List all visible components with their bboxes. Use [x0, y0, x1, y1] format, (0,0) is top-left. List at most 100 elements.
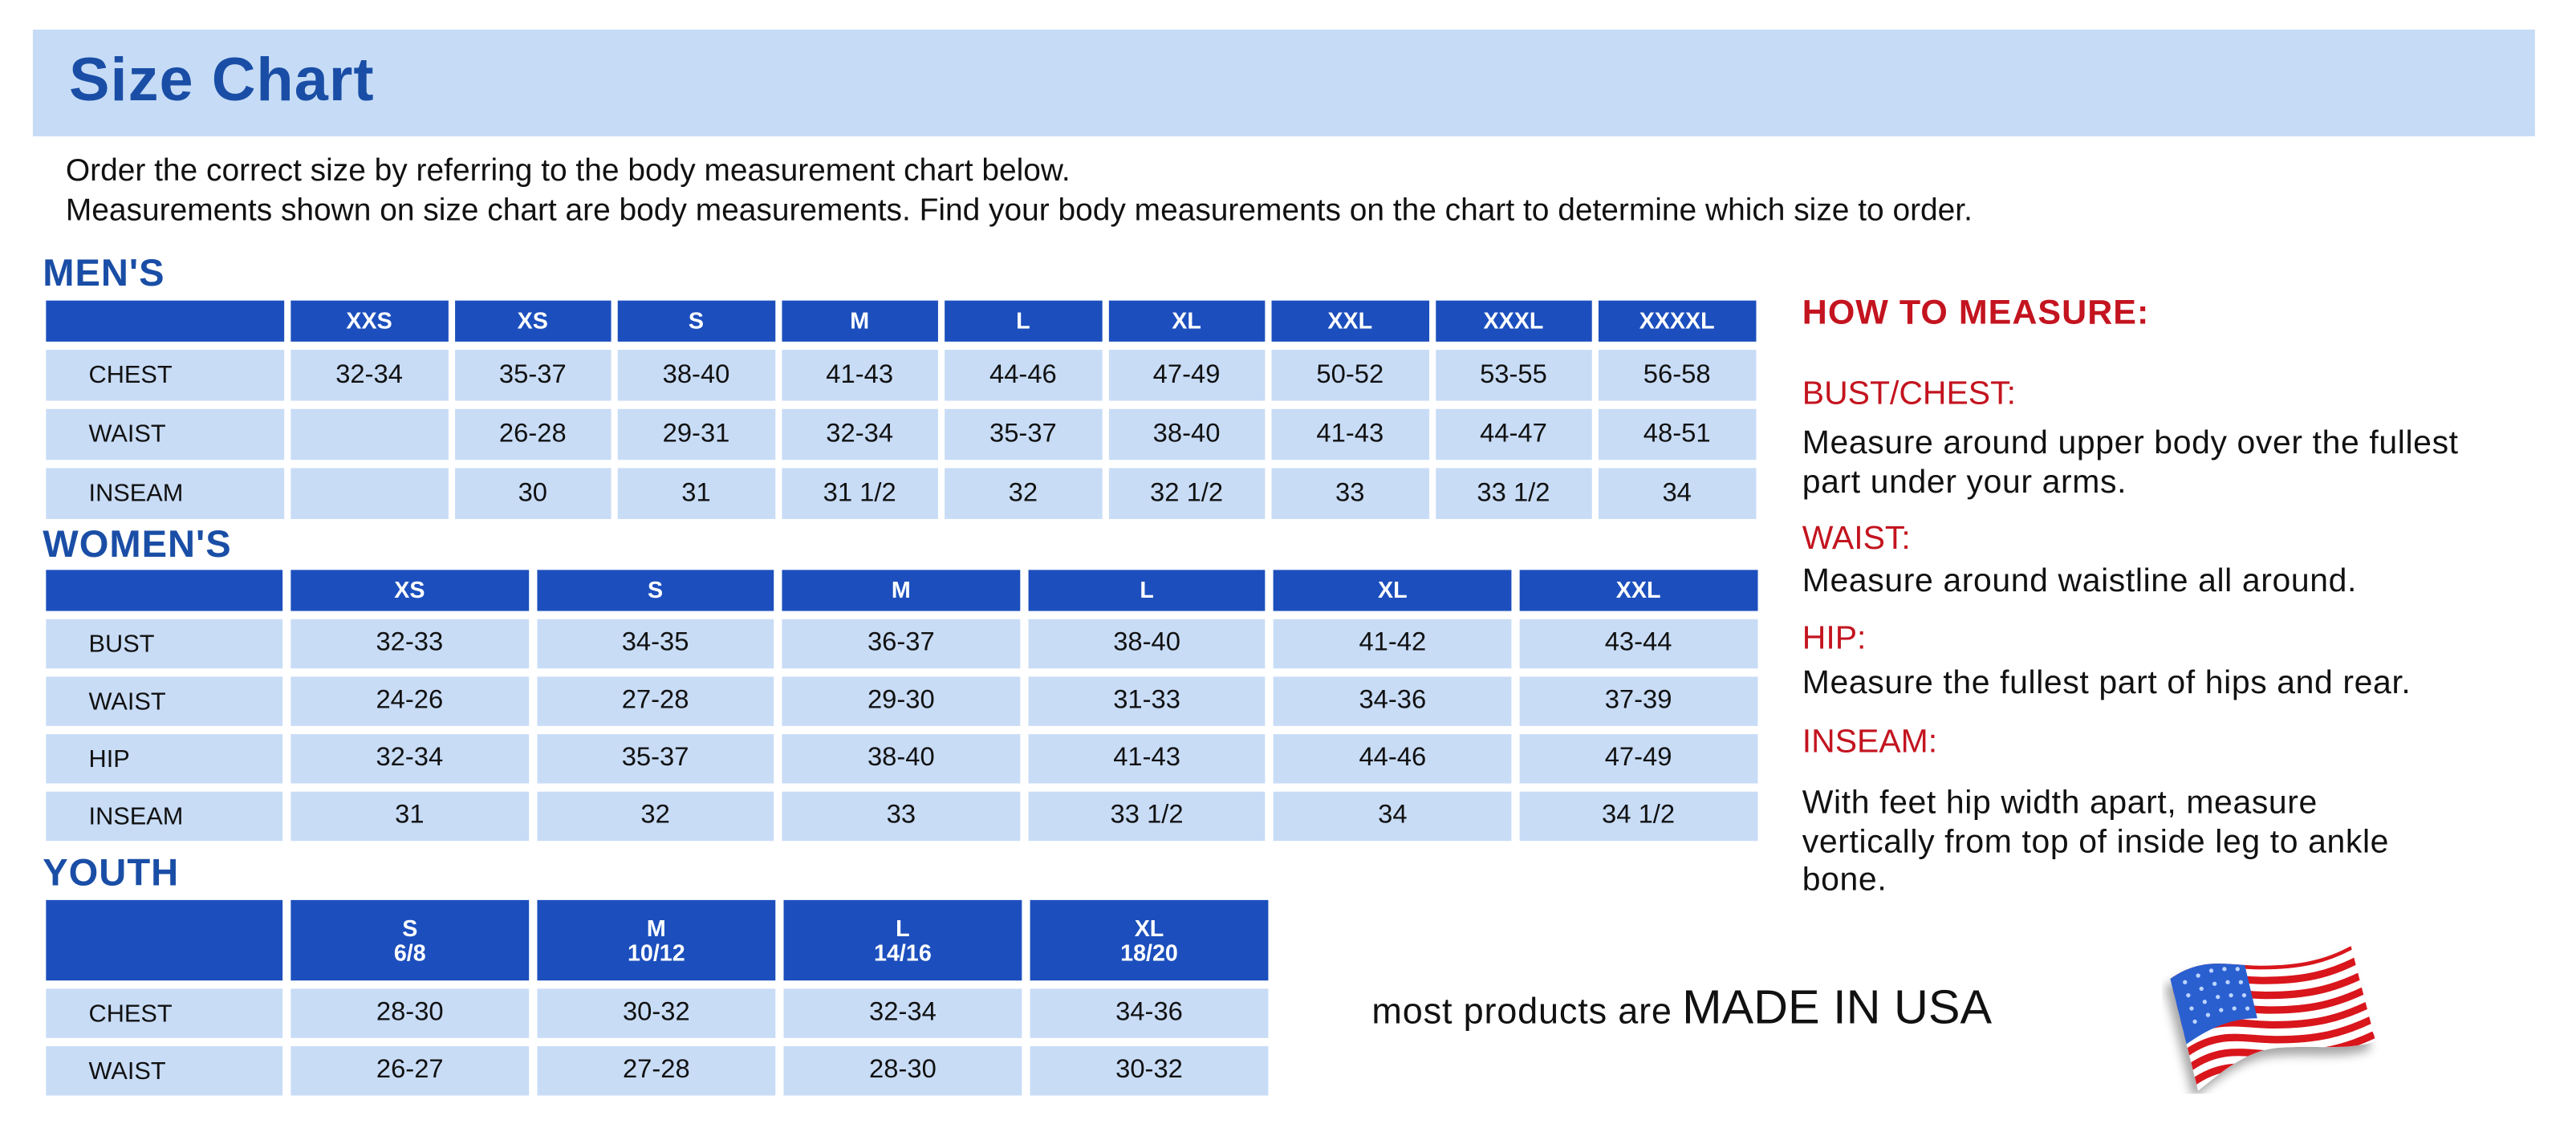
measurement-cell: 32-34: [781, 408, 938, 461]
row-label-hip: HIP: [46, 734, 283, 784]
measurement-cell: 30: [454, 468, 611, 519]
measurement-cell: 38-40: [1107, 408, 1266, 461]
size-header-xs: XS: [454, 300, 611, 342]
measurement-cell: 32-34: [291, 350, 448, 401]
measurement-cell: 26-28: [454, 408, 611, 461]
measurement-cell: 38-40: [617, 350, 775, 401]
how-to-measure-heading: HOW TO MEASURE:: [1802, 294, 2150, 332]
measurement-cell: [291, 408, 448, 461]
measurement-cell: 41-43: [781, 350, 938, 401]
size-header-m: M 10/12: [537, 899, 776, 981]
made-in-usa-emphasis: MADE IN USA: [1682, 982, 1993, 1035]
measurement-cell: 31: [617, 468, 775, 519]
measurement-cell: 32-34: [291, 734, 529, 784]
row-label-waist: WAIST: [46, 408, 285, 461]
measurement-cell: 32: [536, 791, 774, 842]
size-header-l: L: [1028, 570, 1266, 611]
youth-heading: YOUTH: [43, 850, 180, 894]
row-label-bust: BUST: [46, 619, 283, 669]
measurement-cell: 30-32: [1030, 1046, 1269, 1096]
measurement-cell: 32 1/2: [1107, 468, 1266, 519]
size-header-xl: XL: [1107, 300, 1266, 342]
hip-description: Measure the fullest part of hips and rea…: [1802, 665, 2411, 702]
size-header-xxxxl: XXXXL: [1598, 300, 1756, 342]
measurement-cell: 36-37: [782, 619, 1020, 669]
measurement-cell: [291, 468, 448, 519]
size-header-m: M: [781, 300, 938, 342]
size-header-xl: XL: [1274, 570, 1512, 611]
row-label-waist: WAIST: [46, 1046, 283, 1096]
womens-heading: WOMEN'S: [43, 522, 232, 566]
size-header-m: M: [782, 570, 1020, 611]
measurement-cell: 34: [1274, 791, 1512, 842]
measurement-cell: 43-44: [1519, 619, 1757, 669]
bust-chest-description: Measure around upper body over the fulle…: [1802, 425, 2459, 501]
hip-label: HIP:: [1802, 620, 1867, 657]
measurement-cell: 29-30: [782, 676, 1020, 726]
size-header-xxxl: XXXL: [1435, 300, 1592, 342]
bust-chest-label: BUST/CHEST:: [1802, 375, 2016, 412]
measurement-cell: 44-46: [1274, 734, 1512, 784]
size-header-xxs: XXS: [291, 300, 448, 342]
intro-line-2: Measurements shown on size chart are bod…: [65, 193, 1973, 229]
size-header-l: L 14/16: [783, 899, 1022, 981]
measurement-cell: 47-49: [1519, 734, 1757, 784]
measurement-cell: 37-39: [1519, 676, 1757, 726]
row-label-inseam: INSEAM: [46, 791, 283, 842]
measurement-cell: 35-37: [454, 350, 611, 401]
measurement-cell: 32-33: [291, 619, 529, 669]
header-corner-cell: [46, 570, 283, 611]
measurement-cell: 26-27: [291, 1046, 530, 1096]
measurement-cell: 27-28: [537, 1046, 776, 1096]
measurement-cell: 38-40: [1028, 619, 1266, 669]
row-label-chest: CHEST: [46, 350, 285, 401]
header-corner-cell: [46, 899, 283, 981]
page-title: Size Chart: [68, 46, 375, 114]
measurement-cell: 34 1/2: [1519, 791, 1757, 842]
measurement-cell: 34-35: [536, 619, 774, 669]
measurement-cell: 41-43: [1271, 408, 1429, 461]
measurement-cell: 47-49: [1107, 350, 1266, 401]
measurement-cell: 31: [291, 791, 529, 842]
header-corner-cell: [46, 300, 285, 342]
row-label-chest: CHEST: [46, 988, 283, 1038]
measurement-cell: 35-37: [536, 734, 774, 784]
measurement-cell: 34-36: [1274, 676, 1512, 726]
measurement-cell: 34-36: [1030, 988, 1269, 1038]
measurement-cell: 28-30: [783, 1046, 1022, 1096]
us-flag-icon: [2170, 946, 2376, 1091]
waist-label: WAIST:: [1802, 520, 1911, 558]
size-header-s: S 6/8: [291, 899, 530, 981]
size-header-xxl: XXL: [1519, 570, 1757, 611]
measurement-cell: 34: [1598, 468, 1756, 519]
size-header-s: S: [617, 300, 775, 342]
measurement-cell: 41-43: [1028, 734, 1266, 784]
size-header-xl: XL 18/20: [1030, 899, 1269, 981]
measurement-cell: 31-33: [1028, 676, 1266, 726]
mens-size-table: XXS XS S M L XL XXL XXXL XXXXL CHEST 32-34 35-37 38-…: [46, 300, 1756, 519]
waist-description: Measure around waistline all around.: [1802, 563, 2358, 600]
measurement-cell: 56-58: [1598, 350, 1756, 401]
measurement-cell: 44-47: [1435, 408, 1592, 461]
inseam-description: With feet hip width apart, measure verti…: [1802, 785, 2390, 899]
inseam-label: INSEAM:: [1802, 724, 1938, 761]
row-label-inseam: INSEAM: [46, 468, 285, 519]
measurement-cell: 31 1/2: [781, 468, 938, 519]
size-header-xs: XS: [291, 570, 529, 611]
measurement-cell: 24-26: [291, 676, 529, 726]
measurement-cell: 29-31: [617, 408, 775, 461]
size-header-s: S: [536, 570, 774, 611]
measurement-cell: 41-42: [1274, 619, 1512, 669]
measurement-cell: 48-51: [1598, 408, 1756, 461]
size-header-l: L: [945, 300, 1102, 342]
made-in-usa-prefix: most products are: [1371, 990, 1672, 1032]
measurement-cell: 33: [1271, 468, 1429, 519]
youth-size-table: S 6/8 M 10/12 L 14/16 XL 18/20 CHEST 28-30 30-…: [46, 899, 1269, 1096]
measurement-cell: 33: [782, 791, 1020, 842]
measurement-cell: 38-40: [782, 734, 1020, 784]
measurement-cell: 53-55: [1435, 350, 1592, 401]
mens-heading: MEN'S: [43, 251, 165, 294]
measurement-cell: 44-46: [945, 350, 1102, 401]
row-label-waist: WAIST: [46, 676, 283, 726]
size-header-xxl: XXL: [1271, 300, 1429, 342]
